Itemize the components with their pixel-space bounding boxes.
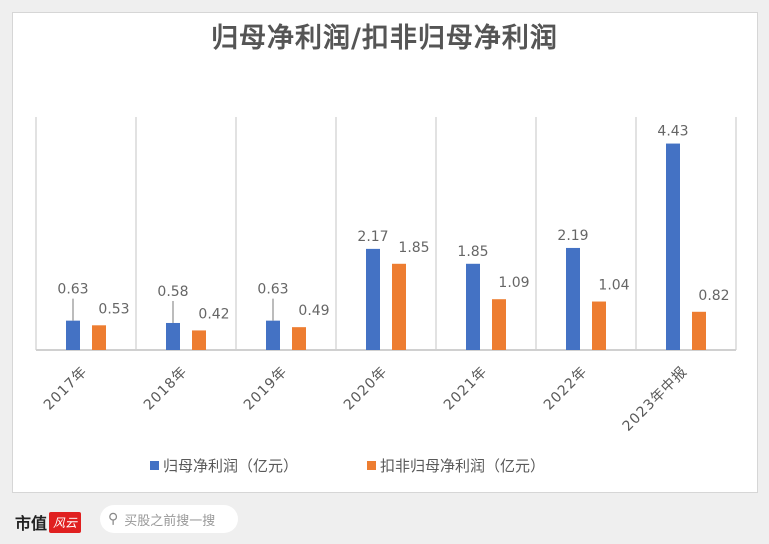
data-label: 0.63	[57, 282, 88, 298]
data-label: 0.53	[98, 301, 129, 317]
x-tick-label: 2020年	[341, 364, 391, 414]
x-tick-label: 2021年	[441, 364, 491, 414]
data-label: 2.17	[357, 229, 388, 245]
data-label: 0.42	[198, 306, 229, 322]
bar-deducted-profit	[592, 301, 606, 350]
logo-text: 市值	[15, 514, 48, 533]
bar-net-profit	[366, 248, 380, 350]
data-label: 0.58	[157, 284, 188, 300]
logo-badge: 风云	[49, 511, 82, 533]
bar-deducted-profit	[192, 330, 206, 350]
search-box[interactable]: ⚲ 买股之前搜一搜	[100, 505, 238, 533]
bar-deducted-profit	[92, 325, 106, 350]
data-label: 0.49	[298, 303, 329, 319]
search-placeholder: 买股之前搜一搜	[124, 513, 216, 529]
bar-deducted-profit	[292, 327, 306, 350]
legend-label: 归母净利润（亿元）	[163, 457, 298, 475]
bar-deducted-profit	[392, 263, 406, 350]
bar-net-profit	[466, 263, 480, 350]
footer: 市值 风云 ⚲ 买股之前搜一搜	[0, 500, 769, 544]
x-tick-label: 2023年中报	[620, 364, 691, 435]
legend-swatch	[367, 461, 376, 470]
data-label: 0.63	[257, 282, 288, 298]
x-tick-label: 2018年	[141, 364, 191, 414]
data-label: 1.85	[398, 240, 429, 256]
x-tick-label: 2017年	[41, 364, 91, 414]
bar-net-profit	[566, 247, 580, 350]
bar-net-profit	[266, 320, 280, 350]
x-tick-label: 2019年	[241, 364, 291, 414]
data-label: 0.82	[698, 288, 729, 304]
bar-net-profit	[166, 322, 180, 350]
logo[interactable]: 市值 风云	[15, 510, 82, 534]
legend-swatch	[150, 461, 159, 470]
bar-deducted-profit	[692, 311, 706, 350]
data-label: 1.85	[457, 244, 488, 260]
data-label: 2.19	[557, 228, 588, 244]
bar-net-profit	[666, 143, 680, 350]
x-tick-label: 2022年	[541, 364, 591, 414]
data-label: 1.09	[498, 275, 529, 291]
bar-chart: 0.63 0.53 2017年 0.58 0.42 2018年 0.63 0.49 2019年 2…	[35, 117, 737, 475]
legend-label: 扣非归母净利润（亿元）	[380, 457, 545, 475]
data-label: 1.04	[598, 278, 629, 294]
data-label: 4.43	[657, 124, 688, 140]
bar-deducted-profit	[492, 299, 506, 350]
chart-title: 归母净利润/扣非归母净利润	[211, 23, 558, 54]
bar-net-profit	[66, 320, 80, 350]
search-icon: ⚲	[108, 511, 119, 527]
